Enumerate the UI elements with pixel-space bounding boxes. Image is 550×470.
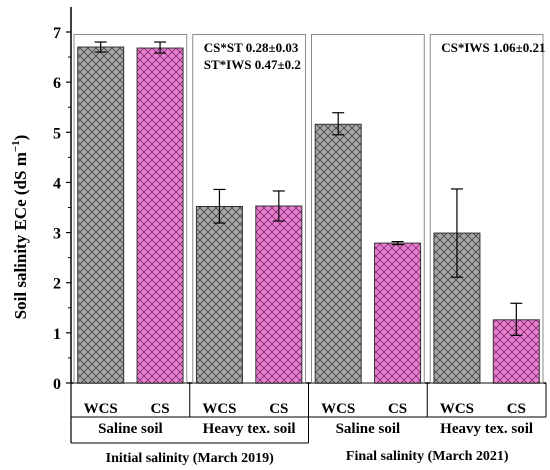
y-tick-label: 6 xyxy=(53,75,61,92)
y-tick-label: 3 xyxy=(53,226,61,243)
x-period-label: Final salinity (March 2021) xyxy=(346,449,509,464)
panel-box xyxy=(73,34,188,384)
annotation-text: ST*IWS 0.47±0.2 xyxy=(204,57,301,72)
y-tick-label: 1 xyxy=(53,326,61,343)
x-category-label: WCS xyxy=(84,401,118,417)
y-tick-label: 7 xyxy=(53,25,61,42)
panel-box xyxy=(429,34,544,384)
bar-cs xyxy=(374,242,422,384)
plot-area: 0 1 2 3 4 5 6 7 CS*ST 0.28±0.03 ST*IWS 0.47±0.2 CS… xyxy=(53,7,547,466)
x-category-label: WCS xyxy=(202,401,236,417)
x-period-label: Initial salinity (March 2019) xyxy=(106,451,274,466)
y-tick-label: 0 xyxy=(53,376,61,393)
y-axis-title-main: Soil salinity ECe (dS m xyxy=(11,152,30,319)
bar-cs xyxy=(255,205,303,384)
panel-box xyxy=(311,34,425,384)
x-group-label: Saline soil xyxy=(98,421,163,437)
x-category-label: WCS xyxy=(440,401,474,417)
y-tick-label: 4 xyxy=(53,175,61,192)
x-category-label: CS xyxy=(507,401,526,417)
x-category-label: CS xyxy=(388,401,407,417)
y-tick-label: 2 xyxy=(53,276,61,293)
x-category-label: CS xyxy=(269,401,288,417)
bar-cs xyxy=(136,47,184,384)
x-category-label: WCS xyxy=(321,401,355,417)
y-axis-title-sup: −1 xyxy=(10,140,22,152)
y-axis-title: Soil salinity ECe (dS m−1) xyxy=(10,135,30,320)
bar-wcs xyxy=(314,123,362,384)
x-group-label: Heavy tex. soil xyxy=(203,421,296,437)
panel-box xyxy=(192,34,306,384)
x-group-label: Saline soil xyxy=(336,421,401,437)
annotation-text: CS*ST 0.28±0.03 xyxy=(204,40,299,55)
y-tick-label: 5 xyxy=(53,125,61,142)
annotation-text: CS*IWS 1.06±0.21 xyxy=(441,40,545,55)
x-group-label: Heavy tex. soil xyxy=(440,421,533,437)
x-category-label: CS xyxy=(150,401,169,417)
bar-wcs xyxy=(77,46,125,384)
bar-wcs xyxy=(195,205,243,384)
y-axis-title-close: ) xyxy=(11,135,30,141)
